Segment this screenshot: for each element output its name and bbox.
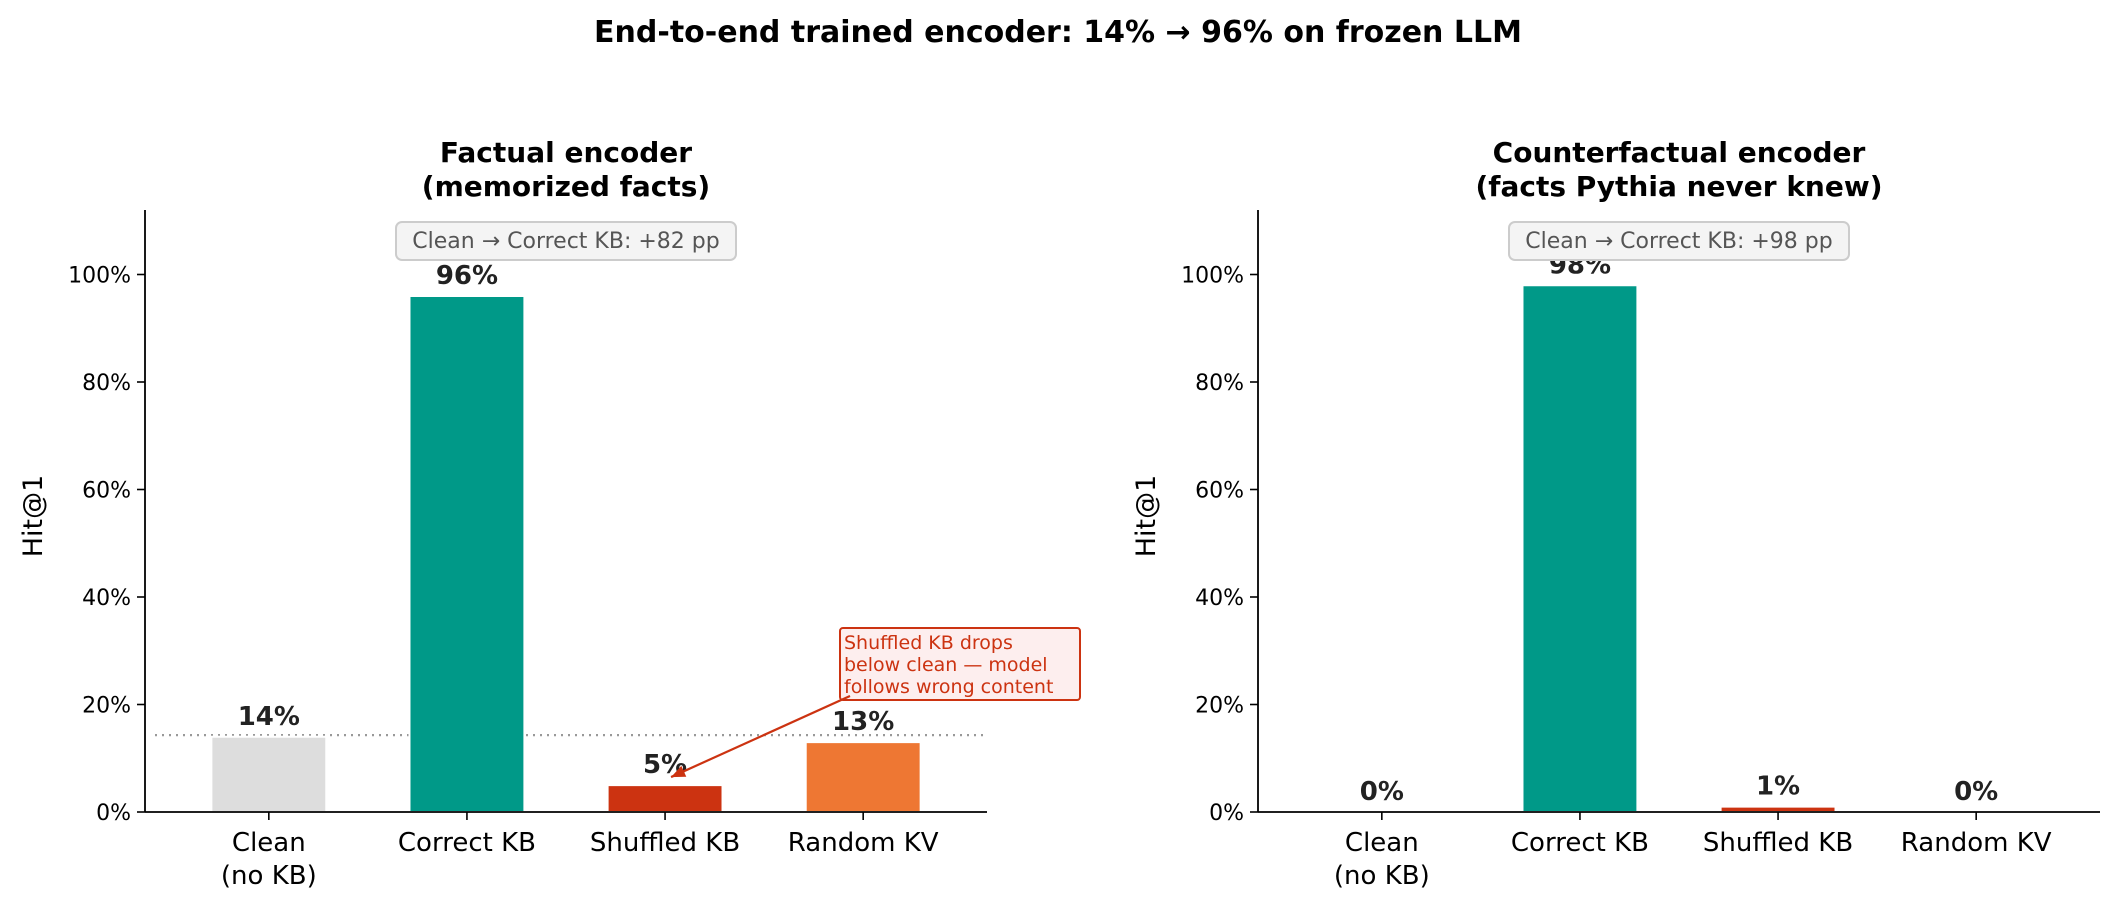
figure-title: End-to-end trained encoder: 14% → 96% on… [594,15,1522,50]
panel-subtitle: (facts Pythia never knew) [1475,170,1882,203]
x-tick-label: Random KV [788,828,939,858]
x-tick-label: Correct KB [1511,828,1649,858]
bar [606,784,724,813]
y-axis-label: Hit@1 [1131,475,1162,558]
y-axis-label: Hit@1 [18,475,49,558]
bar-value-label: 96% [436,261,498,291]
y-tick-label: 100% [68,264,131,289]
annotation-box-text: Clean → Correct KB: +98 pp [1525,229,1832,254]
bar-value-label: 0% [1360,777,1404,807]
y-tick-label: 0% [96,801,131,826]
y-tick-label: 80% [82,371,131,396]
bar [408,295,526,813]
y-tick-label: 40% [1195,586,1244,611]
annotation-box-text: Clean → Correct KB: +82 pp [412,229,719,254]
y-tick-label: 100% [1181,264,1244,289]
x-tick-label: Correct KB [398,828,536,858]
y-tick-label: 60% [1195,479,1244,504]
panel-title: Counterfactual encoder [1493,136,1866,169]
bar-value-label: 13% [832,707,894,737]
y-tick-label: 80% [1195,371,1244,396]
callout-text: Shuffled KB drops [844,632,1013,654]
bar-value-label: 0% [1954,777,1998,807]
annotation-box [395,221,737,261]
bar-value-label: 14% [238,702,300,732]
x-tick-label: Random KV [1901,828,2052,858]
y-tick-label: 60% [82,479,131,504]
y-tick-label: 0% [1209,801,1244,826]
x-tick-label: Clean (no KB) [221,828,317,891]
annotation-box [1508,221,1850,261]
callout-box [839,627,1081,701]
callout-text: follows wrong content [844,676,1053,698]
callout-arrowhead [671,765,687,778]
bar [1521,284,1639,813]
y-tick-label: 20% [1195,694,1244,719]
panel-subtitle: (memorized facts) [422,170,710,203]
x-tick-label: Clean (no KB) [1334,828,1430,891]
bar [210,735,328,813]
bar-value-label: 1% [1756,772,1800,802]
panel-factual: Factual encoder (memorized facts) Hit@1 … [18,136,1081,891]
callout-arrow-line [670,694,851,779]
panel-counterfactual: Counterfactual encoder (facts Pythia nev… [1131,136,2100,891]
y-tick-label: 40% [82,586,131,611]
bar [804,741,922,813]
panel-title: Factual encoder [440,136,692,169]
plot-area-factual: 14%96%5%13%0%20%40%60%80%100%Clean (no KB… [68,210,1081,891]
x-tick-label: Shuffled KB [590,828,740,858]
x-tick-label: Shuffled KB [1703,828,1853,858]
callout-text: below clean — model [844,654,1048,676]
y-tick-label: 20% [82,694,131,719]
